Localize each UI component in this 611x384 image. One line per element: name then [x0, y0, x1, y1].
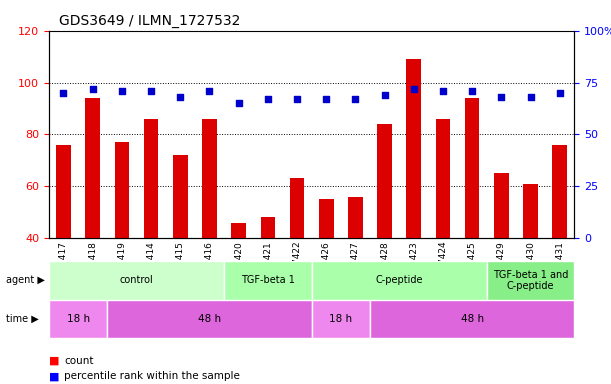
Point	[438, 88, 448, 94]
Bar	[552, 145, 567, 238]
Text: TGF-beta 1 and
C-peptide: TGF-beta 1 and C-peptide	[493, 270, 568, 291]
Text: ■: ■	[49, 371, 59, 381]
Bar	[319, 199, 334, 238]
Point	[146, 88, 156, 94]
Text: count: count	[64, 356, 93, 366]
FancyBboxPatch shape	[370, 300, 574, 338]
Text: TGF-beta 1: TGF-beta 1	[241, 275, 295, 285]
Bar	[56, 145, 71, 238]
Bar	[114, 142, 129, 238]
Point	[497, 94, 507, 100]
Bar	[260, 217, 275, 238]
Text: 18 h: 18 h	[329, 314, 353, 324]
Text: 48 h: 48 h	[198, 314, 221, 324]
Point	[292, 96, 302, 102]
Text: C-peptide: C-peptide	[375, 275, 423, 285]
Point	[234, 100, 244, 106]
FancyBboxPatch shape	[49, 261, 224, 300]
Text: control: control	[120, 275, 153, 285]
Bar	[377, 124, 392, 238]
Point	[321, 96, 331, 102]
Point	[351, 96, 360, 102]
Text: time ▶: time ▶	[6, 314, 39, 324]
Bar	[144, 119, 158, 238]
Text: GDS3649 / ILMN_1727532: GDS3649 / ILMN_1727532	[59, 14, 241, 28]
Point	[263, 96, 273, 102]
FancyBboxPatch shape	[312, 261, 487, 300]
Point	[555, 90, 565, 96]
Bar	[523, 184, 538, 238]
Bar	[173, 155, 188, 238]
Point	[59, 90, 68, 96]
Text: 18 h: 18 h	[67, 314, 90, 324]
Point	[117, 88, 126, 94]
FancyBboxPatch shape	[487, 261, 574, 300]
Text: 48 h: 48 h	[461, 314, 484, 324]
Point	[379, 92, 389, 98]
Bar	[494, 173, 508, 238]
Text: percentile rank within the sample: percentile rank within the sample	[64, 371, 240, 381]
Text: agent ▶: agent ▶	[6, 275, 45, 285]
FancyBboxPatch shape	[49, 300, 108, 338]
Bar	[86, 98, 100, 238]
FancyBboxPatch shape	[224, 261, 312, 300]
Text: ■: ■	[49, 356, 59, 366]
Bar	[232, 223, 246, 238]
Point	[175, 94, 185, 100]
Bar	[202, 119, 217, 238]
Bar	[290, 179, 304, 238]
Point	[88, 86, 98, 92]
Point	[525, 94, 535, 100]
Bar	[436, 119, 450, 238]
Point	[467, 88, 477, 94]
Bar	[465, 98, 480, 238]
FancyBboxPatch shape	[312, 300, 370, 338]
Point	[409, 86, 419, 92]
FancyBboxPatch shape	[108, 300, 312, 338]
Point	[205, 88, 214, 94]
Bar	[406, 59, 421, 238]
Bar	[348, 197, 363, 238]
